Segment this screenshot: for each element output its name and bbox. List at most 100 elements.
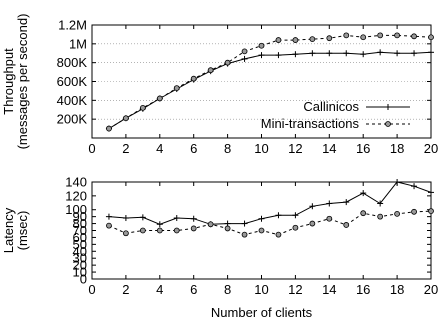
bot-ytick-label: 0 bbox=[80, 272, 87, 287]
latency-ylabel-line2: (msec) bbox=[15, 211, 30, 251]
bot-point-callinicos bbox=[360, 190, 367, 197]
top-xtick-label: 2 bbox=[122, 141, 129, 156]
throughput-ticks: 0 2 4 6 8 10 12 14 16 18 20 200K 400K 600K 800K 1M 1.2M bbox=[57, 18, 438, 157]
top-xtick-label: 12 bbox=[288, 141, 302, 156]
top-xtick-label: 18 bbox=[390, 141, 404, 156]
throughput-legend: Callinicos Mini-transactions bbox=[261, 99, 410, 131]
bot-xtick-label: 20 bbox=[424, 282, 438, 297]
top-xtick-label: 20 bbox=[424, 141, 438, 156]
bot-ytick-label: 20 bbox=[73, 258, 87, 273]
bot-point-mini-transactions bbox=[106, 222, 112, 229]
bot-point-mini-transactions bbox=[123, 230, 129, 237]
bot-point-callinicos bbox=[377, 200, 384, 207]
bot-point-mini-transactions bbox=[428, 208, 434, 215]
top-point-mini-transactions bbox=[394, 32, 401, 39]
bot-ytick-label: 60 bbox=[73, 230, 87, 245]
top-xtick-label: 0 bbox=[88, 141, 95, 156]
bot-xtick-label: 2 bbox=[122, 282, 129, 297]
legend-label-callinicos: Callinicos bbox=[303, 99, 359, 114]
top-point-mini-transactions bbox=[360, 34, 367, 41]
bot-xtick-label: 8 bbox=[224, 282, 231, 297]
latency-ticks: 0 2 4 6 8 10 12 14 16 18 2001020304050607080901001… bbox=[65, 175, 438, 298]
top-point-mini-transactions bbox=[139, 104, 146, 111]
bot-ytick-label: 90 bbox=[73, 209, 87, 224]
top-point-mini-transactions bbox=[428, 34, 434, 41]
top-ytick-label: 800K bbox=[57, 55, 88, 70]
top-point-callinicos bbox=[275, 52, 282, 59]
bot-xtick-label: 0 bbox=[88, 282, 95, 297]
top-ytick-label: 600K bbox=[57, 74, 88, 89]
bot-point-mini-transactions bbox=[190, 225, 197, 232]
bot-xtick-label: 12 bbox=[288, 282, 302, 297]
top-point-callinicos bbox=[241, 55, 248, 62]
bot-point-callinicos bbox=[122, 215, 129, 222]
bot-point-mini-transactions bbox=[224, 225, 231, 232]
top-point-callinicos bbox=[428, 49, 434, 56]
bot-xtick-label: 18 bbox=[390, 282, 404, 297]
bot-xtick-label: 16 bbox=[356, 282, 370, 297]
top-point-callinicos bbox=[394, 50, 401, 57]
top-xtick-label: 6 bbox=[190, 141, 197, 156]
throughput-ylabel-line2: (messages per second) bbox=[15, 14, 30, 150]
bot-point-mini-transactions bbox=[377, 213, 384, 220]
bot-point-callinicos bbox=[173, 215, 180, 222]
bot-point-mini-transactions bbox=[309, 220, 316, 227]
top-ytick-label: 1M bbox=[69, 36, 87, 51]
bot-ytick-label: 30 bbox=[73, 251, 87, 266]
top-xtick-label: 10 bbox=[254, 141, 268, 156]
top-xtick-label: 4 bbox=[156, 141, 163, 156]
top-point-mini-transactions bbox=[343, 32, 350, 39]
latency-chart: 0 2 4 6 8 10 12 14 16 18 2001020304050607080901001… bbox=[1, 175, 438, 321]
legend-marker-callinicos bbox=[385, 104, 391, 110]
throughput-chart: 0 2 4 6 8 10 12 14 16 18 20200K400K600K800K1M1.2M … bbox=[1, 14, 438, 156]
top-xtick-label: 14 bbox=[322, 141, 336, 156]
top-point-mini-transactions bbox=[292, 37, 299, 43]
top-series-line-mini-transactions bbox=[108, 34, 432, 130]
top-ytick-label: 400K bbox=[57, 93, 88, 108]
bot-point-callinicos bbox=[139, 214, 146, 221]
top-point-mini-transactions bbox=[411, 33, 417, 40]
bot-point-mini-transactions bbox=[343, 222, 350, 228]
top-point-callinicos bbox=[377, 49, 384, 56]
bot-point-callinicos bbox=[309, 203, 316, 210]
bot-point-callinicos bbox=[428, 189, 434, 196]
bot-xtick-label: 6 bbox=[190, 282, 197, 297]
bot-point-mini-transactions bbox=[326, 215, 333, 222]
bot-point-callinicos bbox=[190, 215, 197, 222]
bot-point-callinicos bbox=[258, 215, 265, 222]
bot-series-line-callinicos bbox=[108, 181, 432, 225]
top-point-callinicos bbox=[258, 52, 265, 59]
bot-point-mini-transactions bbox=[156, 227, 163, 234]
bot-point-mini-transactions bbox=[207, 221, 214, 228]
top-point-mini-transactions bbox=[326, 35, 333, 42]
bot-point-callinicos bbox=[411, 183, 418, 190]
bot-point-mini-transactions bbox=[139, 227, 146, 234]
bot-xtick-label: 14 bbox=[322, 282, 336, 297]
top-point-callinicos bbox=[326, 50, 333, 57]
top-xtick-label: 8 bbox=[224, 141, 231, 156]
bot-ytick-label: 10 bbox=[73, 265, 87, 280]
top-point-callinicos bbox=[309, 50, 316, 57]
top-point-mini-transactions bbox=[224, 59, 231, 66]
top-point-mini-transactions bbox=[156, 95, 163, 102]
top-point-mini-transactions bbox=[190, 75, 197, 82]
latency-series bbox=[105, 179, 434, 238]
legend-marker-mini-transactions bbox=[385, 121, 391, 127]
bot-ytick-label: 100 bbox=[65, 202, 87, 217]
bot-point-mini-transactions bbox=[258, 227, 265, 234]
bot-ytick-label: 120 bbox=[65, 188, 87, 203]
top-point-callinicos bbox=[292, 51, 299, 58]
latency-ylabel-line1: Latency bbox=[1, 207, 16, 253]
bot-ytick-label: 40 bbox=[73, 244, 87, 259]
bot-point-mini-transactions bbox=[360, 210, 367, 217]
legend-label-mini-transactions: Mini-transactions bbox=[261, 116, 360, 131]
top-point-callinicos bbox=[411, 50, 418, 57]
throughput-series bbox=[105, 32, 434, 132]
bot-ytick-label: 50 bbox=[73, 237, 87, 252]
bot-point-mini-transactions bbox=[411, 208, 417, 215]
bot-point-callinicos bbox=[105, 213, 112, 220]
top-point-mini-transactions bbox=[207, 67, 214, 74]
bot-ytick-label: 80 bbox=[73, 216, 87, 231]
bot-point-callinicos bbox=[292, 212, 299, 219]
